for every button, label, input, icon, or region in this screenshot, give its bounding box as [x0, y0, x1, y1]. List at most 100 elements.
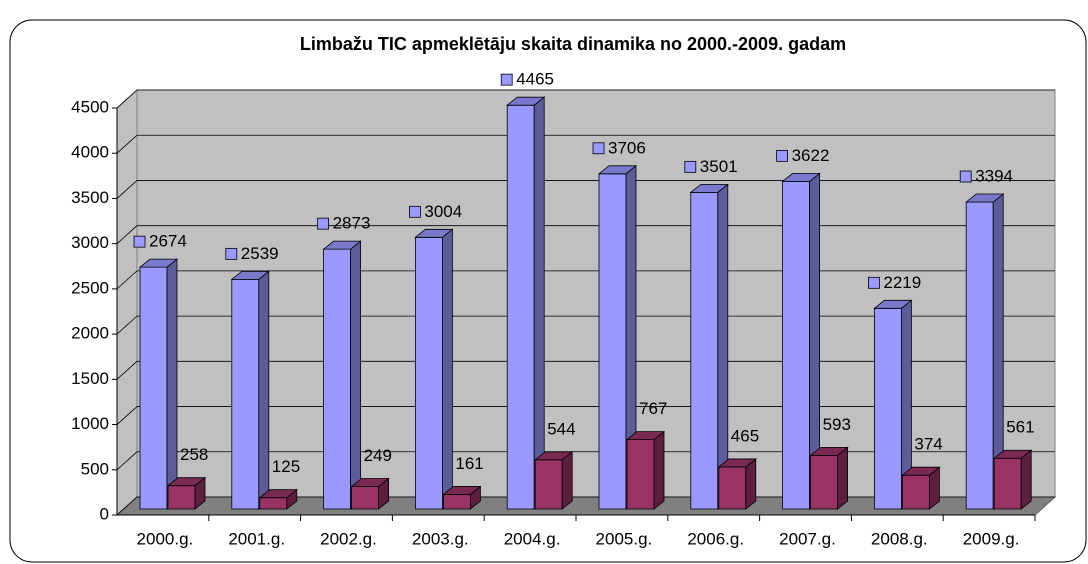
y-tick-label: 1500	[71, 369, 109, 388]
bar-front	[534, 459, 563, 510]
data-label: 544	[547, 419, 575, 438]
data-label: 3706	[608, 138, 646, 157]
bar	[322, 240, 362, 510]
data-label: 561	[1006, 418, 1034, 437]
bar-top	[322, 240, 362, 250]
bar-front	[874, 307, 902, 510]
bar-front	[323, 248, 352, 510]
bar-top	[781, 173, 821, 182]
bar-front	[506, 104, 535, 510]
bar-top	[534, 451, 574, 461]
bar-front	[351, 486, 380, 510]
y-tick-label: 4500	[71, 97, 109, 116]
y-tick-label: 3000	[71, 233, 109, 252]
x-tick-label: 2001.g.	[228, 529, 285, 548]
bar	[809, 446, 849, 510]
bar-top	[506, 96, 546, 106]
bar-front	[782, 181, 810, 510]
bar-side	[653, 430, 665, 510]
grid-line	[116, 134, 1055, 154]
x-tick-label: 2007.g.	[779, 529, 836, 548]
label-key	[868, 276, 880, 289]
data-label: 2873	[333, 214, 371, 233]
data-label: 258	[180, 445, 208, 464]
grid-line	[116, 406, 1055, 425]
bar-front	[718, 466, 747, 510]
y-tick-label: 2500	[71, 278, 109, 297]
bar	[625, 430, 666, 510]
y-tick-label: 2000	[71, 324, 109, 343]
x-tick-label: 2006.g.	[687, 529, 744, 548]
data-label: 2674	[149, 232, 187, 251]
bar-top	[442, 486, 482, 495]
grid-line	[116, 89, 1055, 109]
label-key	[317, 217, 330, 230]
data-label: 125	[272, 457, 300, 476]
bar	[689, 183, 729, 510]
grid-line	[116, 225, 1055, 244]
bar-top	[717, 458, 757, 468]
bar-side	[258, 270, 270, 510]
bar-top	[414, 228, 454, 238]
data-label: 3004	[424, 202, 462, 221]
bar	[258, 488, 298, 510]
data-label: 249	[364, 446, 392, 465]
bar-front	[231, 278, 260, 510]
data-label: 593	[823, 415, 851, 434]
label-key	[133, 235, 146, 248]
bar	[781, 172, 821, 510]
bar-front	[690, 191, 719, 510]
bar-top	[350, 478, 390, 487]
bar-top	[138, 258, 179, 268]
bar-top	[597, 165, 638, 175]
grid-line	[116, 180, 1055, 199]
bar	[166, 476, 207, 510]
bar-top	[873, 299, 913, 309]
bar-side	[441, 228, 453, 510]
data-label: 767	[639, 399, 667, 418]
bar	[230, 270, 270, 510]
label-key	[225, 247, 238, 260]
bar	[901, 466, 941, 510]
bar-top	[230, 270, 270, 280]
x-tick-label: 2003.g.	[412, 529, 469, 548]
data-label: 374	[914, 435, 942, 454]
grid-line	[116, 360, 1055, 380]
bar-front	[598, 173, 627, 510]
y-tick-label: 1000	[71, 414, 109, 433]
data-label: 465	[731, 426, 759, 445]
bar-front	[902, 474, 930, 510]
bar-top	[625, 431, 666, 441]
bar-top	[993, 449, 1033, 459]
x-tick-label: 2004.g.	[504, 529, 561, 548]
grid-line	[116, 270, 1055, 290]
bar-side	[1020, 449, 1032, 510]
data-label: 3501	[700, 157, 738, 176]
data-label: 3394	[975, 167, 1013, 186]
y-tick-label: 4000	[71, 143, 109, 162]
label-key	[684, 160, 697, 173]
y-tick-label: 0	[100, 504, 109, 523]
bar	[350, 477, 390, 510]
data-label: 3622	[792, 146, 830, 165]
bar-side	[350, 240, 362, 510]
bar	[138, 258, 179, 510]
data-label: 4465	[516, 70, 554, 89]
bar	[717, 458, 757, 510]
bar-top	[258, 489, 298, 499]
bar-side	[837, 446, 848, 510]
grid-line	[116, 451, 1055, 471]
bar-front	[993, 457, 1022, 510]
chart-title: Limbažu TIC apmeklētāju skaita dinamika …	[300, 34, 846, 54]
data-label: 2219	[883, 273, 921, 292]
label-key	[776, 150, 788, 162]
bar-side	[561, 450, 573, 510]
bar	[534, 450, 574, 510]
bar-side	[166, 258, 178, 510]
bar-front	[414, 236, 443, 510]
bar-front	[442, 494, 471, 510]
x-tick-label: 2009.g.	[963, 529, 1020, 548]
x-tick-label: 2000.g.	[137, 529, 194, 548]
label-key	[408, 205, 421, 218]
